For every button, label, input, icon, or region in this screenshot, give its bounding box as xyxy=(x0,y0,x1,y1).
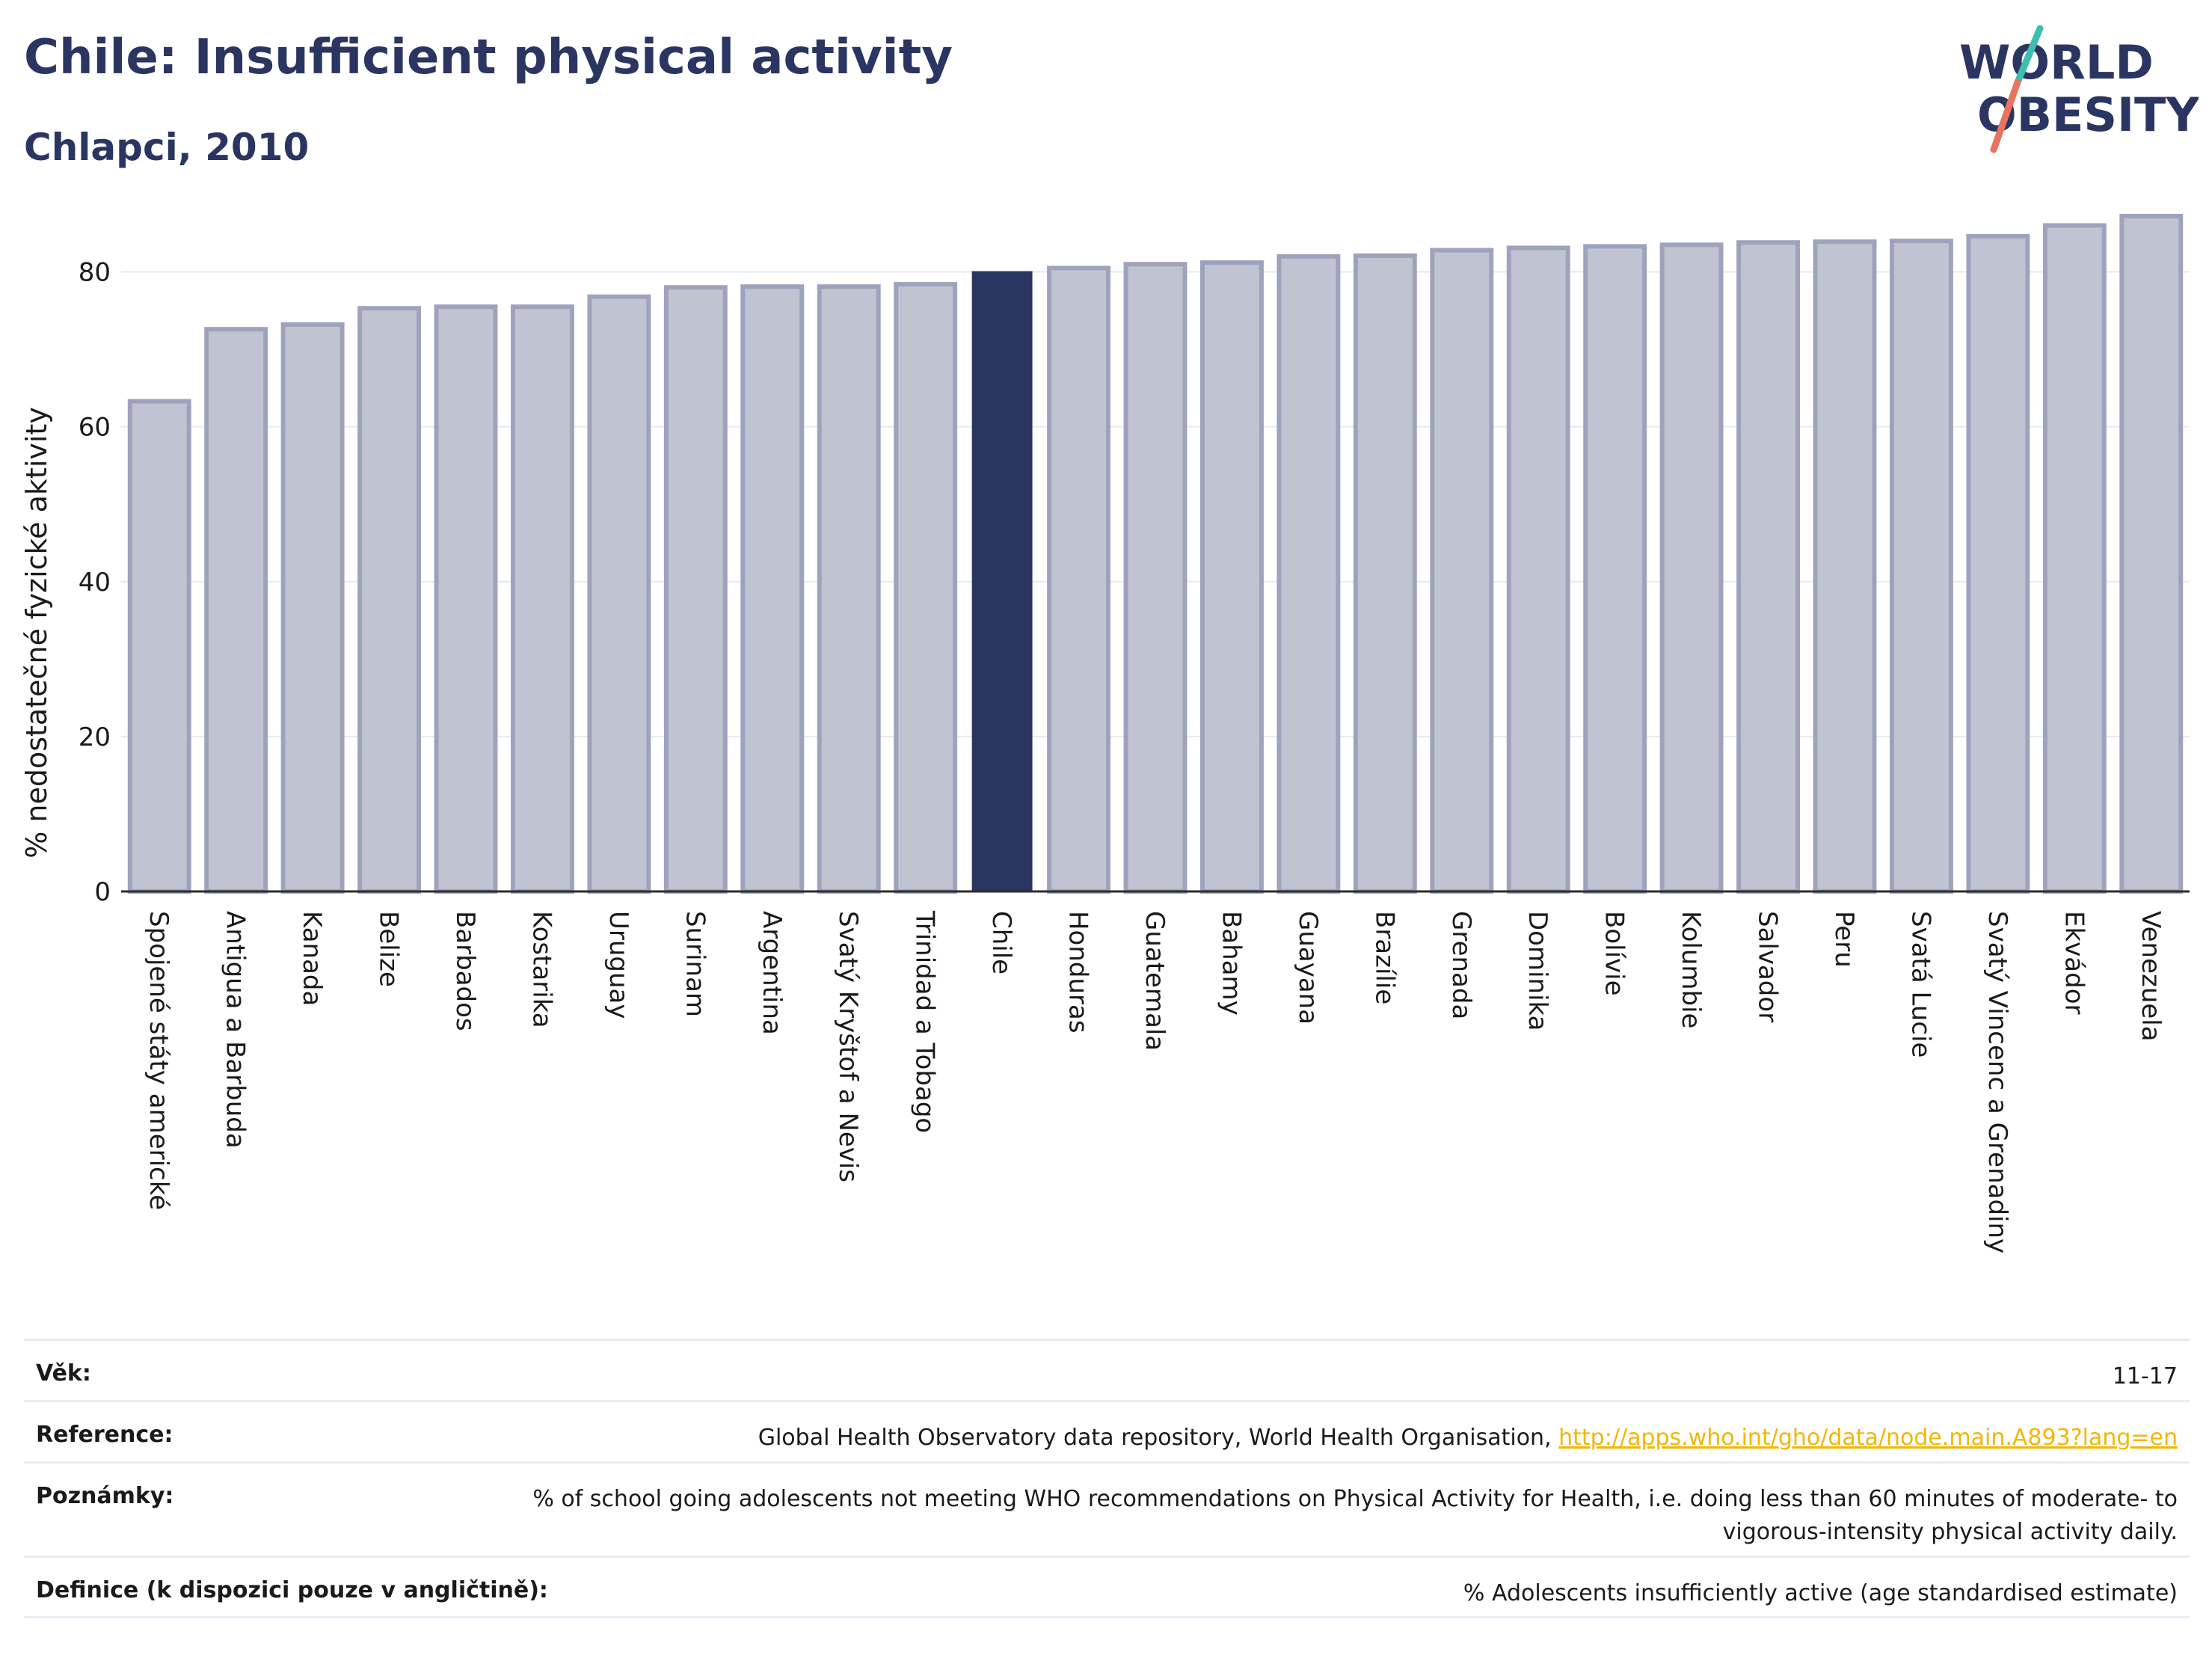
meta-row-definition: Definice (k dispozici pouze v angličtině… xyxy=(24,1556,2190,1618)
x-tick-label: Salvador xyxy=(1753,911,1783,1022)
bar-antigua-a-barbuda xyxy=(204,327,268,894)
x-tick-label: Antigua a Barbuda xyxy=(221,911,251,1149)
bar-dominika xyxy=(1506,245,1570,894)
meta-value-notes: % of school going adolescents not meetin… xyxy=(532,1486,2178,1545)
x-tick-label: Argentina xyxy=(757,911,787,1035)
meta-value-reference: Global Health Observatory data repositor… xyxy=(758,1422,2178,1455)
x-tick-label: Kolumbie xyxy=(1676,911,1706,1028)
bar-peru xyxy=(1813,239,1877,894)
x-tick-label: Belize xyxy=(374,911,404,987)
meta-row-notes: Poznámky: % of school going adolescents … xyxy=(24,1461,2190,1556)
x-tick-label: Kanada xyxy=(297,911,327,1006)
axes: 0 20 40 60 80 Spojené státy americké Antigua a… xyxy=(79,258,2190,1253)
y-tick-label: 40 xyxy=(79,568,111,598)
reference-text: Global Health Observatory data repositor… xyxy=(758,1425,1559,1451)
x-tick-label: Dominika xyxy=(1523,911,1552,1031)
x-tick-label: Uruguay xyxy=(603,911,633,1019)
x-tick-label: Barbados xyxy=(450,911,480,1031)
bar-chart: 0 20 40 60 80 Spojené státy americké Antigua a… xyxy=(20,213,2190,1253)
y-tick-label: 60 xyxy=(79,413,111,443)
y-tick-label: 80 xyxy=(79,258,111,288)
logo-slash-teal xyxy=(2014,25,2044,86)
bar-svatý-kryštof-a-nevis xyxy=(817,284,881,894)
x-tick-label: Kostarika xyxy=(526,911,556,1028)
bar-bolívie xyxy=(1583,244,1647,894)
bar-svatý-vincenc-a-grenadiny xyxy=(1966,233,2030,894)
bar-uruguay xyxy=(587,294,651,894)
x-tick-label: Svatý Kryštof a Nevis xyxy=(833,911,863,1182)
bar-venezuela xyxy=(2119,213,2184,894)
page-subtitle: Chlapci, 2010 xyxy=(24,126,310,169)
bar-kostarika xyxy=(511,304,574,894)
bar-chile xyxy=(971,271,1033,893)
bar-belize xyxy=(357,306,421,894)
meta-label-notes: Poznámky: xyxy=(36,1483,174,1509)
bar-honduras xyxy=(1047,265,1110,894)
x-tick-label: Chile xyxy=(986,911,1016,974)
x-tick-label: Venezuela xyxy=(2136,911,2166,1042)
x-tick-label: Grenada xyxy=(1446,911,1476,1019)
bar-salvador xyxy=(1736,240,1800,894)
bar-svatá-lucie xyxy=(1890,239,1953,894)
meta-label-age: Věk: xyxy=(36,1360,91,1387)
x-tick-label: Surinam xyxy=(680,911,710,1017)
y-tick-label: 0 xyxy=(94,877,111,907)
meta-row-reference: Reference: Global Health Observatory dat… xyxy=(24,1400,2190,1461)
bar-barbados xyxy=(434,304,498,894)
x-tick-label: Svatá Lucie xyxy=(1905,911,1935,1057)
bar-trinidad-a-tobago xyxy=(894,282,958,894)
x-tick-label: Trinidad a Tobago xyxy=(910,910,940,1133)
reference-link[interactable]: http://apps.who.int/gho/data/node.main.A… xyxy=(1558,1425,2178,1451)
x-tick-label: Brazílie xyxy=(1369,911,1399,1004)
y-tick-label: 20 xyxy=(79,722,111,752)
x-tick-label: Ekvádor xyxy=(2059,911,2089,1015)
page-title: Chile: Insufficient physical activity xyxy=(24,30,953,85)
x-tick-label: Guayana xyxy=(1293,911,1323,1025)
meta-label-reference: Reference: xyxy=(36,1422,173,1448)
bar-guatemala xyxy=(1123,262,1188,894)
x-tick-label: Svatý Vincenc a Grenadiny xyxy=(1982,911,2012,1253)
bar-ekvádor xyxy=(2042,223,2107,894)
meta-label-definition: Definice (k dispozici pouze v angličtině… xyxy=(36,1577,548,1603)
x-tick-label: Guatemala xyxy=(1140,911,1170,1051)
meta-value-definition: % Adolescents insufficiently active (age… xyxy=(1463,1580,2178,1606)
y-axis-label: % nedostatečné fyzické aktivity xyxy=(20,407,53,859)
x-tick-label: Honduras xyxy=(1063,911,1093,1034)
x-tick-label: Spojené státy americké xyxy=(144,911,173,1210)
logo-slash-coral xyxy=(1990,79,2021,153)
bar-brazílie xyxy=(1353,253,1417,894)
bar-kolumbie xyxy=(1659,242,1724,894)
bar-spojené-státy-americké xyxy=(127,399,191,894)
logo-word-1: WORLD xyxy=(1959,35,2154,90)
bar-argentina xyxy=(740,284,805,894)
bar-guayana xyxy=(1276,254,1341,894)
bar-kanada xyxy=(280,322,345,894)
x-tick-label: Bolívie xyxy=(1600,911,1629,996)
bars xyxy=(127,213,2184,894)
bar-surinam xyxy=(663,285,728,894)
chart-metadata-table: Věk: 11-17 Reference: Global Health Obse… xyxy=(24,1339,2190,1618)
x-tick-label: Peru xyxy=(1829,911,1859,968)
x-tick-label: Bahamy xyxy=(1216,911,1246,1016)
meta-row-age: Věk: 11-17 xyxy=(24,1339,2190,1400)
bar-grenada xyxy=(1430,248,1494,894)
meta-value-age: 11-17 xyxy=(2112,1363,2178,1390)
bar-bahamy xyxy=(1200,260,1264,894)
world-obesity-logo: WORLD OBESITY xyxy=(1959,25,2199,153)
